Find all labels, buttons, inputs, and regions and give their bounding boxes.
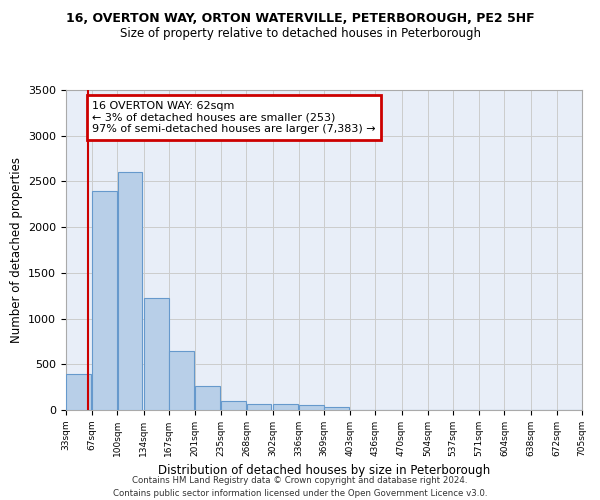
Bar	[299, 405, 323, 410]
Bar	[169, 352, 194, 410]
Text: Size of property relative to detached houses in Peterborough: Size of property relative to detached ho…	[119, 28, 481, 40]
Bar	[67, 374, 91, 410]
Bar	[92, 190, 117, 410]
Bar	[247, 404, 271, 410]
Bar	[325, 408, 349, 410]
Bar	[273, 404, 298, 410]
Bar	[221, 401, 246, 410]
Y-axis label: Number of detached properties: Number of detached properties	[10, 157, 23, 343]
Bar	[196, 386, 220, 410]
X-axis label: Distribution of detached houses by size in Peterborough: Distribution of detached houses by size …	[158, 464, 490, 477]
Bar	[118, 172, 142, 410]
Text: 16, OVERTON WAY, ORTON WATERVILLE, PETERBOROUGH, PE2 5HF: 16, OVERTON WAY, ORTON WATERVILLE, PETER…	[65, 12, 535, 26]
Text: 16 OVERTON WAY: 62sqm
← 3% of detached houses are smaller (253)
97% of semi-deta: 16 OVERTON WAY: 62sqm ← 3% of detached h…	[92, 101, 376, 134]
Text: Contains HM Land Registry data © Crown copyright and database right 2024.
Contai: Contains HM Land Registry data © Crown c…	[113, 476, 487, 498]
Bar	[144, 298, 169, 410]
